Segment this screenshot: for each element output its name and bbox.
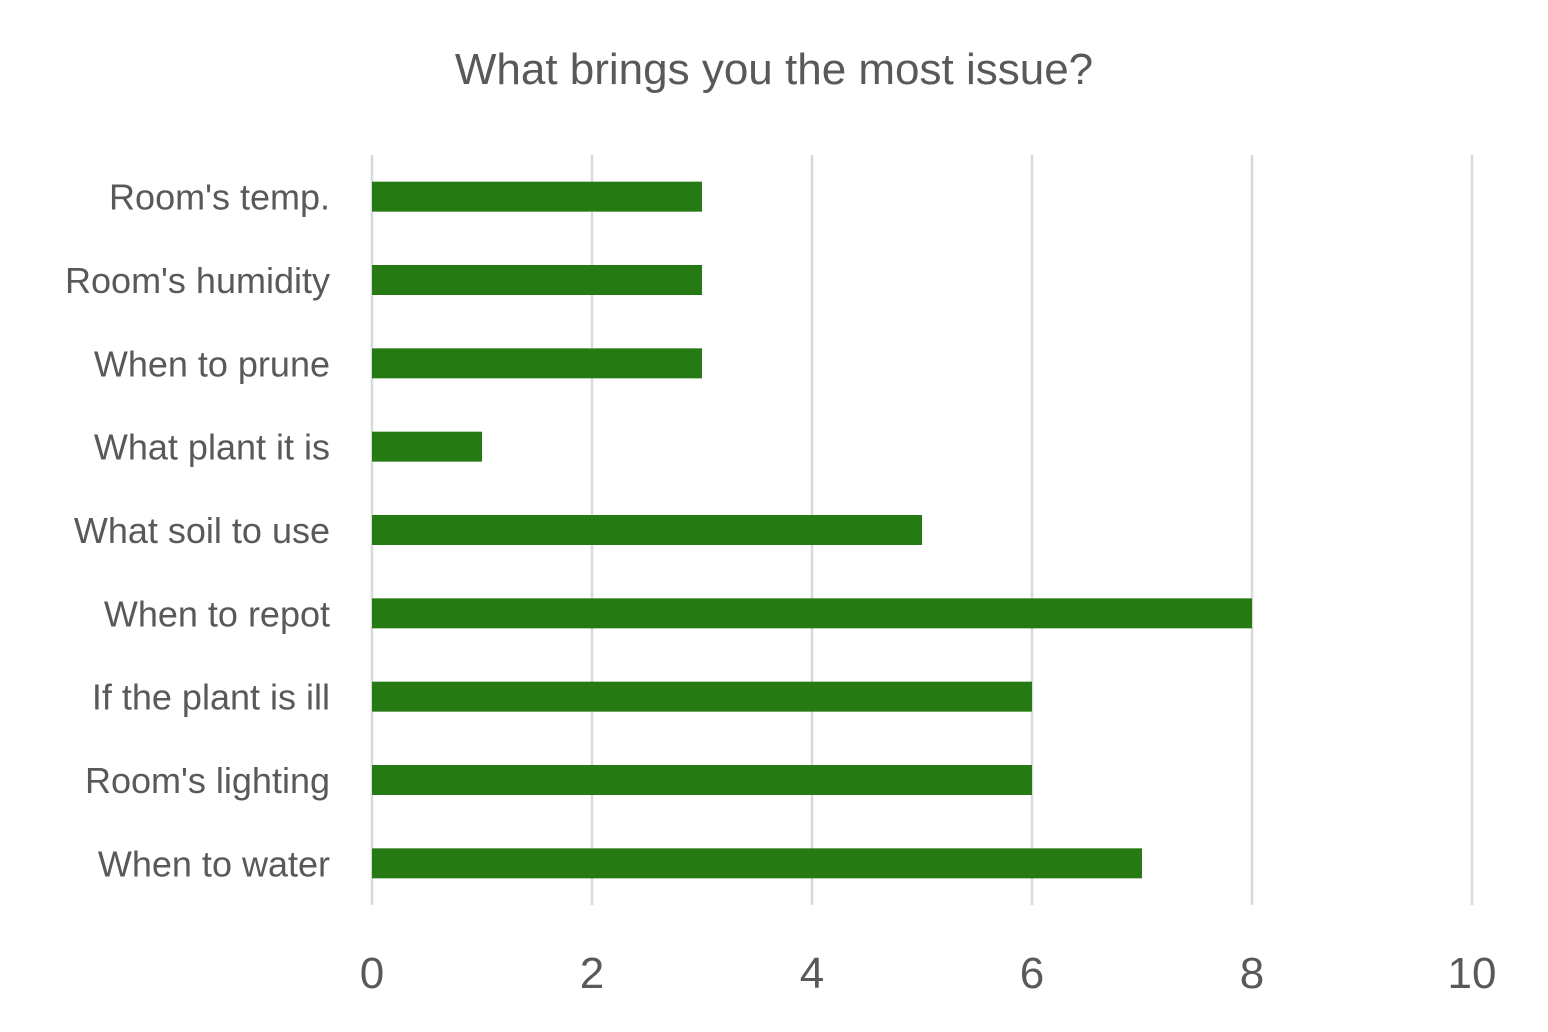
bar (372, 765, 1032, 795)
x-tick-label: 0 (360, 949, 384, 998)
x-tick-label: 8 (1240, 949, 1264, 998)
bar (372, 182, 702, 212)
bar (372, 515, 922, 545)
category-label: If the plant is ill (92, 677, 330, 718)
category-label: What soil to use (74, 510, 330, 551)
bar (372, 348, 702, 378)
bar (372, 598, 1252, 628)
x-tick-label: 10 (1448, 949, 1497, 998)
category-label: What plant it is (94, 427, 330, 468)
bar (372, 682, 1032, 712)
bar (372, 265, 702, 295)
x-tick-label: 2 (580, 949, 604, 998)
category-label: Room's lighting (85, 760, 330, 801)
x-tick-labels: 0 2 4 6 8 10 (360, 949, 1497, 998)
chart-title: What brings you the most issue? (455, 45, 1093, 94)
x-tick-label: 4 (800, 949, 824, 998)
category-label: Room's temp. (109, 177, 330, 218)
category-labels: Room's temp. Room's humidity When to prune… (65, 177, 330, 885)
category-label: When to water (98, 843, 330, 884)
bar (372, 432, 482, 462)
bar (372, 848, 1142, 878)
category-label: Room's humidity (65, 260, 330, 301)
category-label: When to prune (94, 343, 330, 384)
x-tick-label: 6 (1020, 949, 1044, 998)
category-label: When to repot (104, 593, 330, 634)
